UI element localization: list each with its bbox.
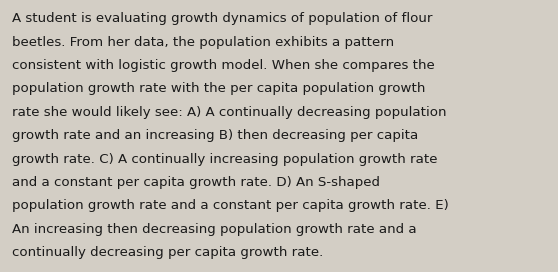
Text: An increasing then decreasing population growth rate and a: An increasing then decreasing population…	[12, 223, 417, 236]
Text: beetles. From her data, the population exhibits a pattern: beetles. From her data, the population e…	[12, 36, 395, 49]
Text: population growth rate and a constant per capita growth rate. E): population growth rate and a constant pe…	[12, 199, 449, 212]
Text: A student is evaluating growth dynamics of population of flour: A student is evaluating growth dynamics …	[12, 12, 433, 25]
Text: rate she would likely see: A) A continually decreasing population: rate she would likely see: A) A continua…	[12, 106, 447, 119]
Text: continually decreasing per capita growth rate.: continually decreasing per capita growth…	[12, 246, 324, 259]
Text: population growth rate with the per capita population growth: population growth rate with the per capi…	[12, 82, 426, 95]
Text: and a constant per capita growth rate. D) An S-shaped: and a constant per capita growth rate. D…	[12, 176, 380, 189]
Text: growth rate and an increasing B) then decreasing per capita: growth rate and an increasing B) then de…	[12, 129, 418, 142]
Text: growth rate. C) A continually increasing population growth rate: growth rate. C) A continually increasing…	[12, 153, 438, 166]
Text: consistent with logistic growth model. When she compares the: consistent with logistic growth model. W…	[12, 59, 435, 72]
